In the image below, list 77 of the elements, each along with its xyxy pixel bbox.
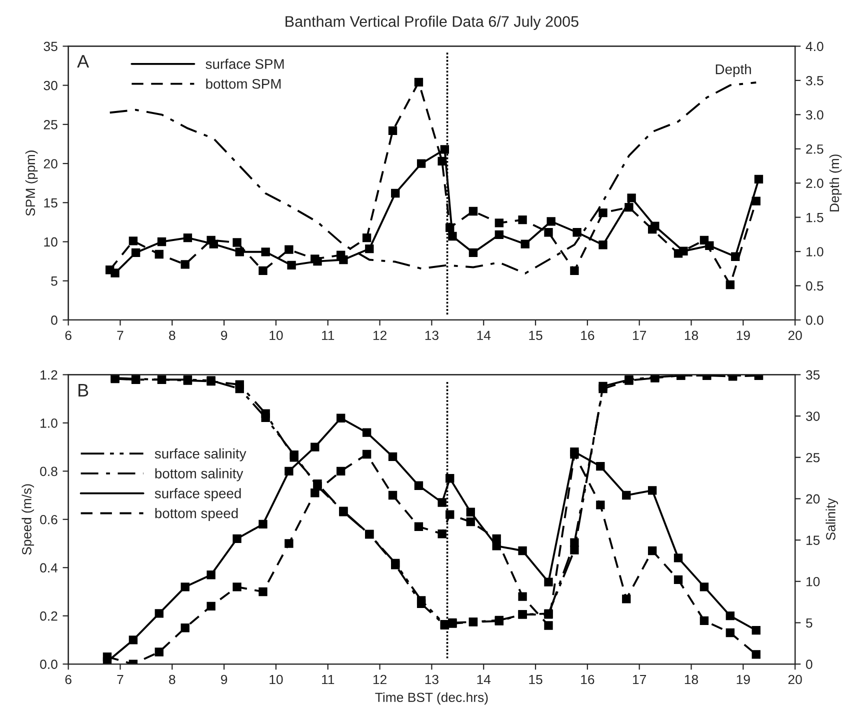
x-tick-label: 8 xyxy=(169,674,176,684)
y2-tick-label: 2.5 xyxy=(806,144,824,154)
legend-label: surface speed xyxy=(154,488,241,502)
x-tick-label: 17 xyxy=(633,330,646,340)
x-tick-label: 15 xyxy=(529,674,542,684)
x-axis-title: Time BST (dec.hrs) xyxy=(375,692,488,705)
x-tick-label: 18 xyxy=(684,674,698,684)
x-tick-label: 13 xyxy=(425,674,438,684)
legend-label: bottom speed xyxy=(155,508,238,521)
x-tick-label: 6 xyxy=(65,330,72,340)
y2-tick-label: 15 xyxy=(806,536,820,545)
y2-axis-title: Salinity xyxy=(826,498,838,540)
y2-tick-label: 25 xyxy=(806,452,820,462)
y-tick-label: 35 xyxy=(44,42,58,52)
y2-tick-label: 0.5 xyxy=(806,281,824,291)
annotation: B xyxy=(78,384,88,396)
x-tick-label: 8 xyxy=(169,330,176,340)
x-tick-label: 15 xyxy=(529,330,542,340)
x-tick-label: 17 xyxy=(633,674,646,684)
legend-label: bottom SPM xyxy=(206,78,281,89)
x-tick-label: 10 xyxy=(270,330,283,340)
y-tick-label: 15 xyxy=(44,198,58,208)
y2-tick-label: 35 xyxy=(806,370,820,380)
y2-tick-label: 4.0 xyxy=(806,42,824,52)
y2-tick-label: 20 xyxy=(806,494,820,504)
y2-tick-label: 30 xyxy=(806,412,820,421)
y-tick-label: 0.6 xyxy=(40,514,58,524)
annotation: Depth xyxy=(716,64,751,77)
y-axis-title: SPM (ppm) xyxy=(25,150,38,216)
y-tick-label: 10 xyxy=(44,237,58,247)
y-axis-title: Speed (m/s) xyxy=(22,484,34,555)
x-tick-label: 14 xyxy=(477,674,491,684)
y2-tick-label: 1.5 xyxy=(806,213,824,222)
y-tick-label: 0.4 xyxy=(40,563,58,573)
legend-label: surface SPM xyxy=(206,58,284,69)
y-tick-label: 1.2 xyxy=(40,370,58,380)
x-tick-label: 19 xyxy=(736,674,750,684)
y-tick-label: 0 xyxy=(51,316,58,325)
y-tick-label: 0.2 xyxy=(40,611,58,621)
x-tick-label: 11 xyxy=(322,674,334,684)
x-tick-label: 14 xyxy=(477,330,491,340)
x-tick-label: 13 xyxy=(425,330,438,340)
x-tick-label: 19 xyxy=(736,330,750,340)
x-tick-label: 6 xyxy=(65,674,72,684)
x-tick-label: 9 xyxy=(221,330,228,340)
y-tick-label: 30 xyxy=(44,80,58,90)
x-tick-label: 20 xyxy=(788,330,802,340)
y-tick-label: 0.0 xyxy=(40,660,58,669)
x-tick-label: 18 xyxy=(684,330,698,340)
y2-tick-label: 5 xyxy=(806,618,812,628)
y2-axis-title: Depth (m) xyxy=(829,154,842,212)
y-tick-label: 1.0 xyxy=(40,418,58,428)
y-tick-label: 5 xyxy=(51,276,58,286)
y2-tick-label: 10 xyxy=(806,576,820,586)
x-tick-label: 10 xyxy=(270,674,283,684)
x-tick-label: 20 xyxy=(788,674,802,684)
x-tick-label: 16 xyxy=(581,674,594,684)
y2-tick-label: 3.5 xyxy=(806,76,824,86)
y-tick-label: 20 xyxy=(44,159,58,168)
y-tick-label: 25 xyxy=(44,120,58,130)
x-tick-label: 7 xyxy=(117,330,124,340)
chart-title: Bantham Vertical Profile Data 6/7 July 2005 xyxy=(286,16,578,30)
x-tick-label: 16 xyxy=(581,330,594,340)
y2-tick-label: 0.0 xyxy=(806,316,824,325)
annotation: A xyxy=(77,55,90,68)
y2-tick-label: 3.0 xyxy=(806,110,824,120)
y2-tick-label: 0 xyxy=(806,660,812,669)
x-tick-label: 7 xyxy=(117,674,124,684)
x-tick-label: 9 xyxy=(221,674,228,684)
y2-tick-label: 2.0 xyxy=(806,178,824,188)
x-tick-label: 12 xyxy=(373,674,386,684)
x-tick-label: 12 xyxy=(373,330,386,340)
y-tick-label: 0.8 xyxy=(40,466,58,476)
y2-tick-label: 1.0 xyxy=(806,247,824,256)
legend-label: bottom salinity xyxy=(155,468,244,482)
legend-label: surface salinity xyxy=(154,448,246,462)
x-tick-label: 11 xyxy=(322,330,334,340)
